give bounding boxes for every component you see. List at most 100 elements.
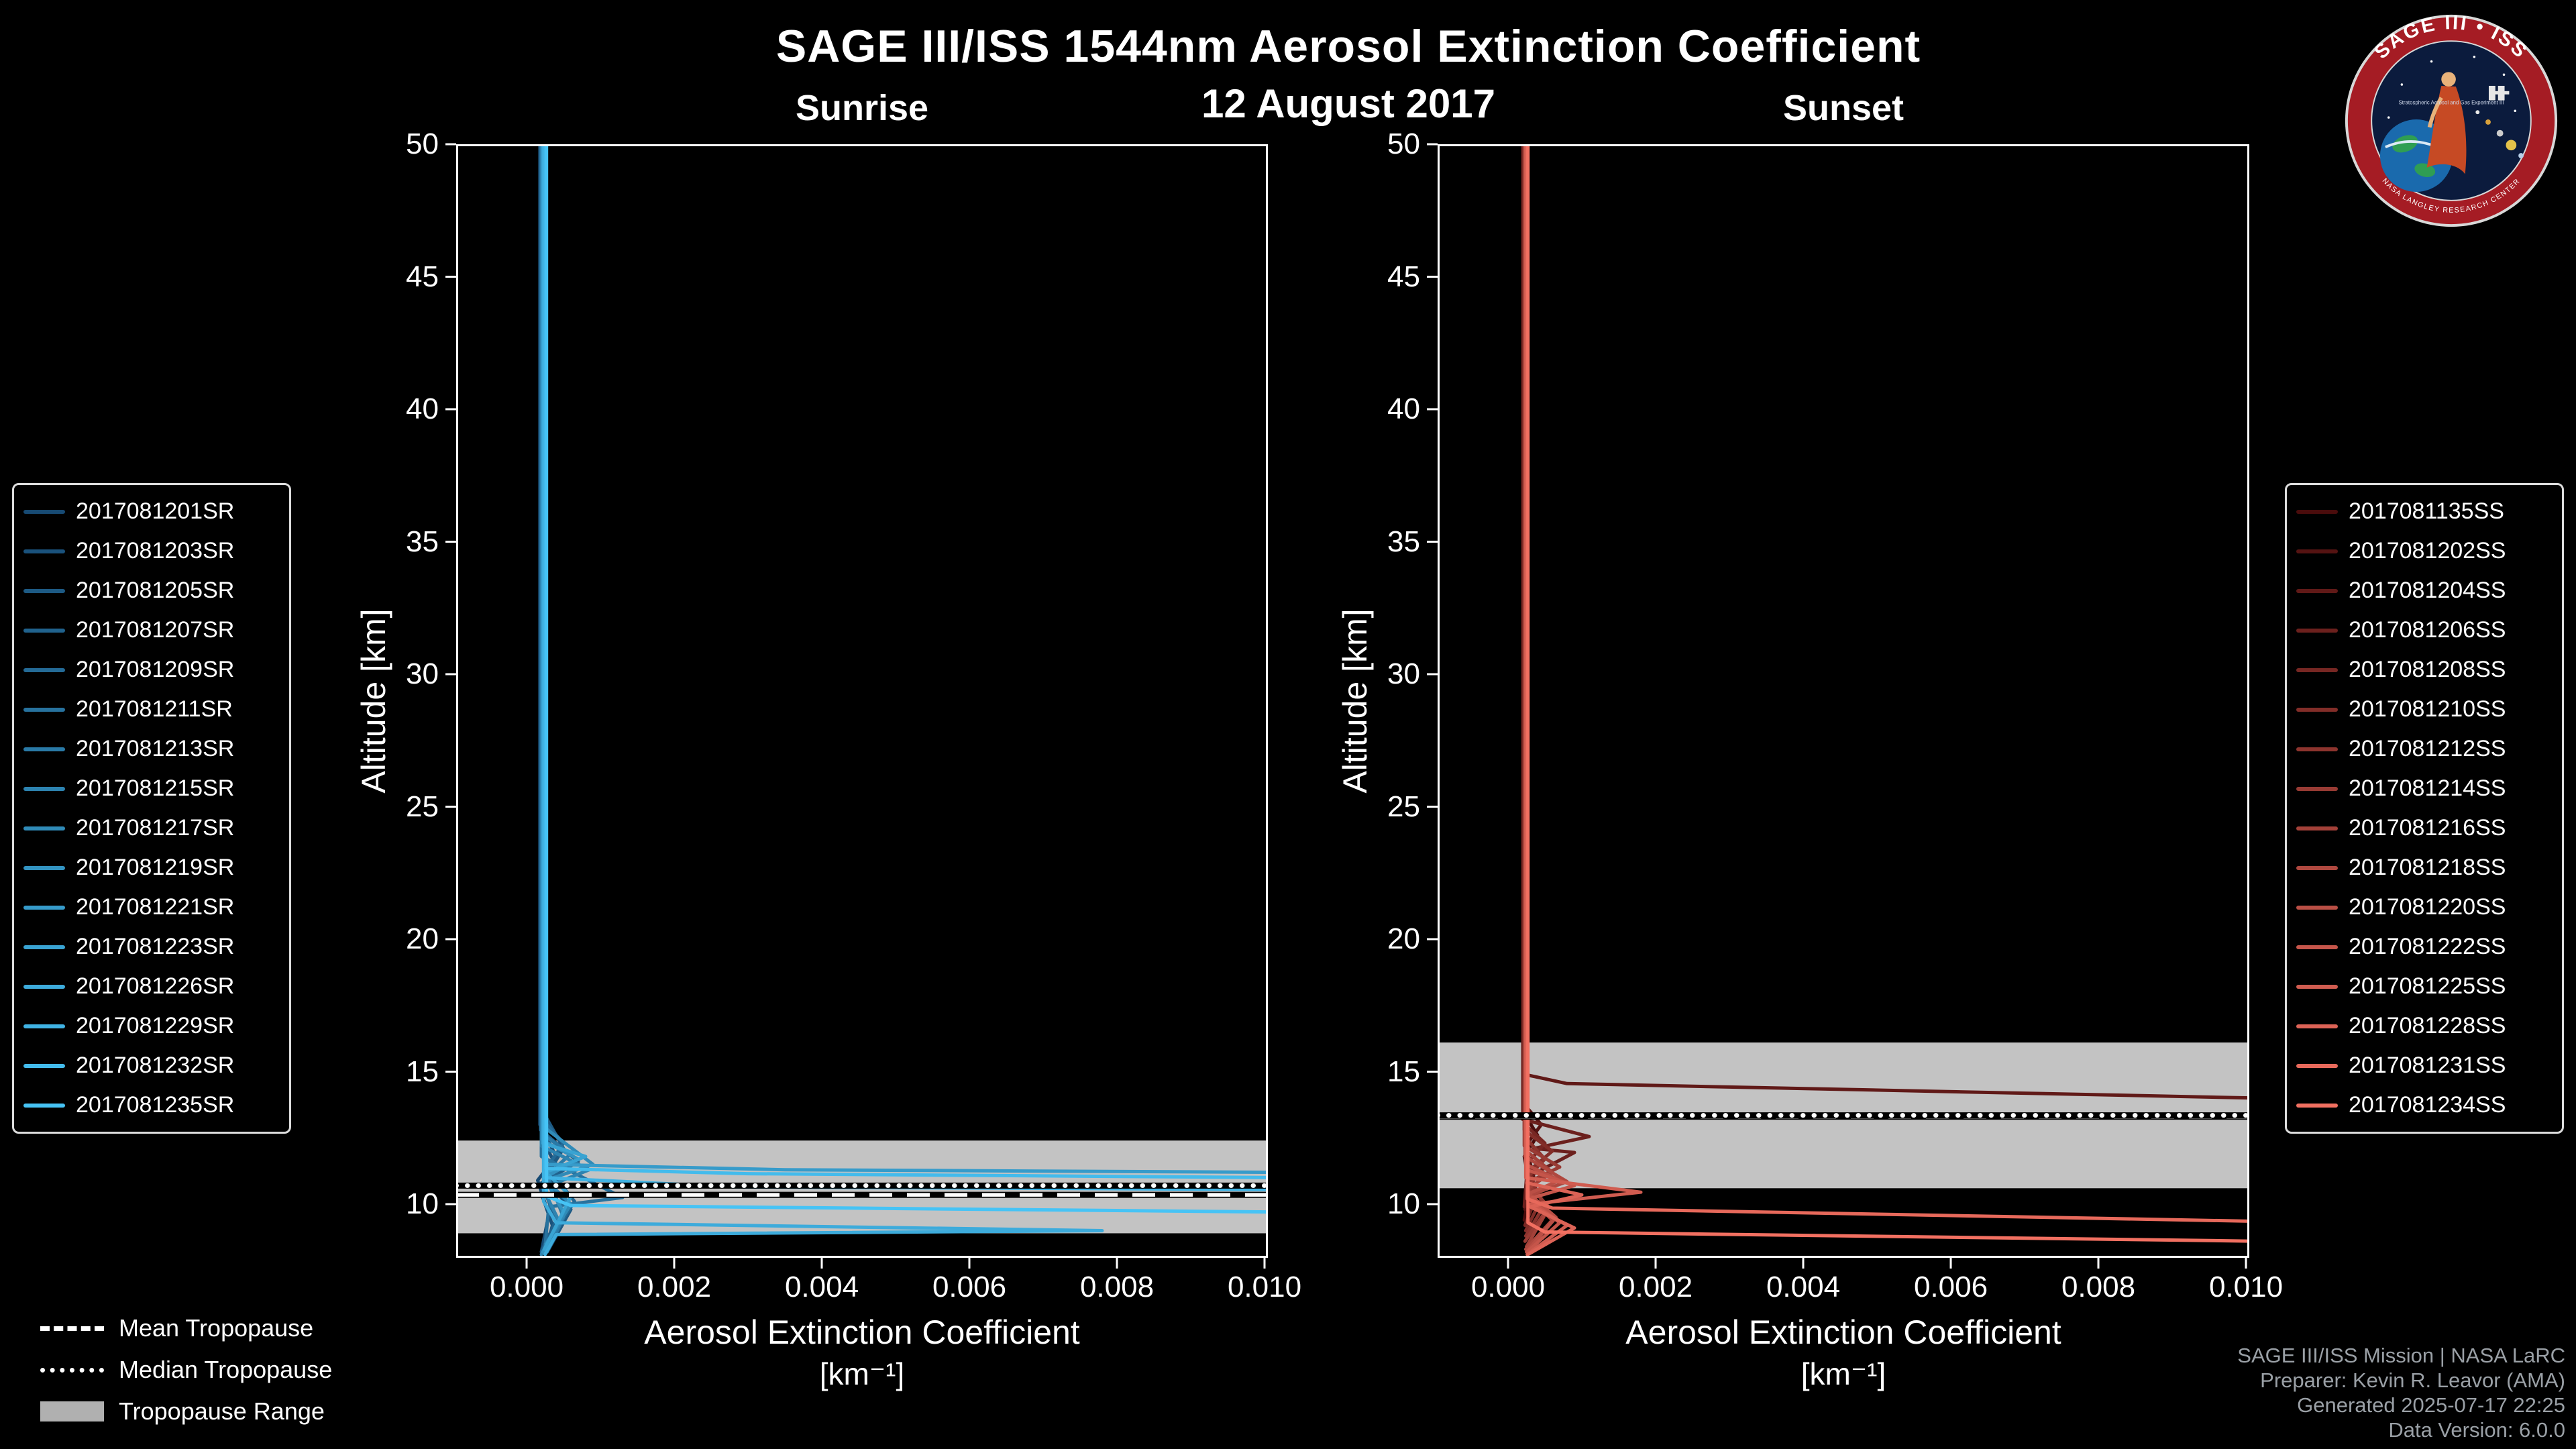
legend-item: 2017081216SS (2296, 815, 2553, 841)
legend-swatch (2296, 747, 2338, 751)
series-line (1523, 144, 1547, 1228)
series-line (541, 144, 573, 1251)
sunrise-x-axis-label: Aerosol Extinction Coefficient [km⁻¹] (456, 1311, 1268, 1395)
legend-swatch (23, 1103, 65, 1108)
plot-border (456, 144, 1268, 1258)
legend-label: 2017081218SS (2349, 855, 2506, 880)
y-tick-label: 45 (1387, 260, 1420, 293)
x-axis-label-main: Aerosol Extinction Coefficient (644, 1313, 1080, 1351)
legend-label: 2017081221SR (76, 894, 235, 920)
legend-label: 2017081228SS (2349, 1013, 2506, 1038)
series-line (541, 144, 573, 1254)
legend-swatch (23, 826, 65, 830)
legend-item: 2017081231SS (2296, 1053, 2553, 1079)
legend-swatch (2296, 865, 2338, 870)
legend-label: 2017081210SS (2349, 696, 2506, 722)
legend-swatch (23, 786, 65, 791)
legend-item: 2017081210SS (2296, 696, 2553, 722)
legend-item: 2017081229SR (23, 1013, 280, 1039)
x-axis-label-units: [km⁻¹] (819, 1356, 905, 1391)
logo-stars (2387, 55, 2517, 119)
legend-label: 2017081214SS (2349, 775, 2506, 801)
x-tick-label: 0.006 (932, 1271, 1007, 1303)
series-line (536, 144, 558, 1254)
legend-label: 2017081217SR (76, 815, 235, 841)
legend-swatch (23, 707, 65, 712)
legend-item: 2017081202SS (2296, 538, 2553, 564)
legend-swatch (23, 1063, 65, 1068)
legend-swatch (23, 549, 65, 553)
legend-swatch (23, 865, 65, 870)
x-axis-label-units: [km⁻¹] (1801, 1356, 1886, 1391)
y-tick-label: 10 (1387, 1187, 1420, 1220)
legend-label: 2017081220SS (2349, 894, 2506, 920)
credit-preparer: Preparer: Kevin R. Leavor (AMA) (2260, 1368, 2565, 1392)
sunrise-y-axis-label: Altitude [km] (355, 608, 392, 794)
x-tick-label: 0.010 (2208, 1271, 2284, 1303)
legend-item: 2017081209SR (23, 657, 280, 683)
x-axis-label-main: Aerosol Extinction Coefficient (1625, 1313, 2061, 1351)
legend-label: 2017081209SR (76, 657, 235, 682)
legend-swatch (2296, 826, 2338, 830)
y-tick-label: 45 (406, 260, 439, 293)
legend-label: 2017081207SR (76, 617, 235, 643)
legend-label: 2017081135SS (2349, 498, 2504, 524)
series-line (542, 144, 595, 1246)
legend-swatch (2296, 984, 2338, 989)
legend-item: 2017081203SR (23, 538, 280, 564)
gray-band-sample (40, 1401, 104, 1421)
y-tick-label: 30 (406, 657, 439, 690)
y-tick-label: 40 (406, 392, 439, 425)
legend-label: 2017081232SR (76, 1053, 235, 1078)
legend-item: 2017081212SS (2296, 736, 2553, 762)
series-line (539, 144, 561, 1256)
logo-figure (2426, 72, 2467, 174)
tropopause-legend: Mean Tropopause Median Tropopause Tropop… (40, 1313, 332, 1426)
x-tick-label: 0.010 (1227, 1271, 1302, 1303)
legend-item: 2017081232SR (23, 1053, 280, 1079)
legend-swatch (23, 1024, 65, 1028)
x-tick-label: 0.004 (1766, 1271, 1841, 1303)
legend-swatch (2296, 905, 2338, 910)
series-line (543, 144, 1268, 1175)
logo-earth-land (2392, 135, 2436, 177)
tropopause-range-band (456, 1140, 1268, 1234)
y-tick-label: 50 (1387, 127, 1420, 160)
legend-label: 2017081205SR (76, 578, 235, 603)
legend-swatch (2296, 1103, 2338, 1108)
series-line (1525, 144, 2249, 1223)
legend-item: 2017081225SS (2296, 973, 2553, 1000)
legend-item: 2017081205SR (23, 578, 280, 604)
legend-swatch (23, 747, 65, 751)
legend-item: 2017081220SS (2296, 894, 2553, 920)
y-tick-label: 15 (1387, 1055, 1420, 1088)
legend-label: 2017081206SS (2349, 617, 2506, 643)
panel-title-sunset: Sunset (1782, 88, 1904, 128)
series-line (545, 144, 1268, 1214)
legend-label: 2017081203SR (76, 538, 235, 564)
series-line (1523, 144, 1643, 1256)
median-tropopause-legend-item: Median Tropopause (40, 1355, 332, 1385)
plot-border (1438, 144, 2249, 1258)
y-tick-label: 10 (406, 1187, 439, 1220)
legend-label: 2017081234SS (2349, 1092, 2506, 1118)
series-line (1522, 144, 1562, 1243)
legend-item: 2017081206SS (2296, 617, 2553, 643)
credit-generated: Generated 2025-07-17 22:25 (2297, 1393, 2565, 1417)
legend-swatch (2296, 945, 2338, 949)
legend-swatch (23, 905, 65, 910)
x-tick-label: 0.008 (2061, 1271, 2136, 1303)
legend-item: 2017081223SR (23, 934, 280, 960)
legend-label: 2017081225SS (2349, 973, 2506, 999)
series-line (1522, 144, 1554, 1232)
x-tick-label: 0.002 (1618, 1271, 1693, 1303)
page-title: SAGE III/ISS 1544nm Aerosol Extinction C… (775, 21, 1921, 72)
series-line (1521, 144, 1540, 1222)
legend-item: 2017081211SR (23, 696, 280, 722)
legend-item: 2017081234SS (2296, 1092, 2553, 1118)
legend-item: 2017081215SR (23, 775, 280, 802)
series-line (1521, 144, 1591, 1209)
sunset-x-axis-label: Aerosol Extinction Coefficient [km⁻¹] (1438, 1311, 2249, 1395)
y-tick-label: 50 (406, 127, 439, 160)
legend-swatch (23, 984, 65, 989)
